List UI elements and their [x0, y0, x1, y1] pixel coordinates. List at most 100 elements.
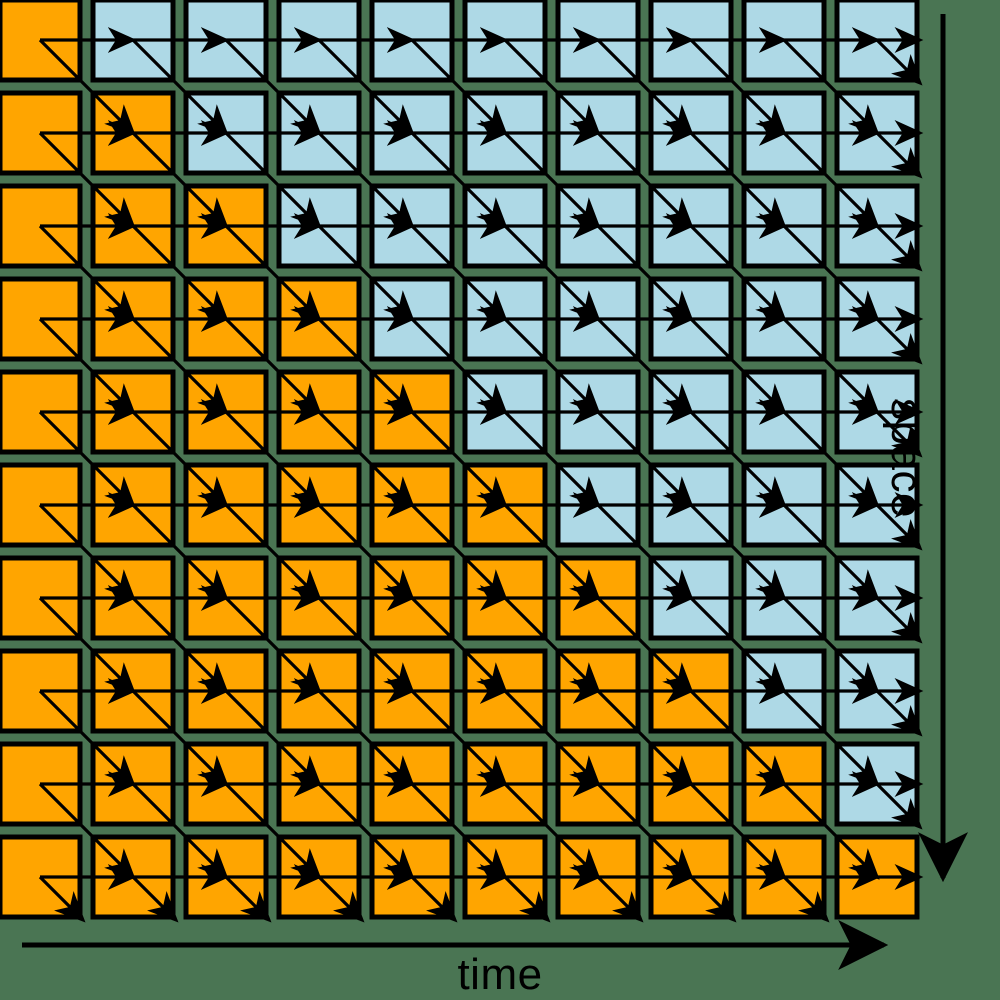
diagonal-transition-arrow-edge	[875, 410, 923, 458]
diagonal-transition-arrow	[503, 503, 601, 601]
diagonal-transition-arrow	[131, 689, 229, 787]
diagonal-transition-arrow	[410, 38, 508, 136]
diagonal-transition-arrow	[689, 596, 787, 694]
diagonal-transition-arrow	[689, 689, 787, 787]
diagonal-transition-arrow	[224, 131, 322, 229]
diagonal-transition-arrow	[782, 689, 880, 787]
diagonal-transition-arrow-edge	[875, 596, 923, 644]
diagonal-transition-arrow	[410, 131, 508, 229]
diagonal-transition-arrow	[503, 224, 601, 322]
edge-layer	[38, 27, 924, 923]
diagonal-transition-arrow	[503, 596, 601, 694]
diagonal-transition-arrow	[782, 503, 880, 601]
diagonal-transition-arrow	[503, 317, 601, 415]
diagonal-transition-arrow	[782, 38, 880, 136]
diagonal-transition-arrow	[317, 782, 415, 880]
diagonal-transition-arrow	[596, 224, 694, 322]
diagonal-transition-arrow	[317, 689, 415, 787]
diagonal-transition-arrow	[38, 689, 136, 787]
diagonal-transition-arrow	[38, 410, 136, 508]
diagonal-transition-arrow-edge	[875, 782, 923, 830]
diagonal-transition-arrow	[596, 503, 694, 601]
diagonal-transition-arrow	[410, 410, 508, 508]
diagonal-transition-arrow	[38, 503, 136, 601]
axis-layer	[22, 14, 968, 970]
diagonal-transition-arrow-edge	[503, 875, 551, 923]
diagonal-transition-arrow-edge	[875, 503, 923, 551]
diagonal-transition-arrow	[224, 596, 322, 694]
diagonal-transition-arrow	[317, 224, 415, 322]
diagonal-transition-arrow-edge	[875, 131, 923, 179]
diagonal-transition-arrow	[317, 503, 415, 601]
diagonal-transition-arrow	[131, 782, 229, 880]
diagonal-transition-arrow	[410, 596, 508, 694]
diagonal-transition-arrow	[224, 503, 322, 601]
diagonal-transition-arrow	[317, 596, 415, 694]
diagonal-transition-arrow	[131, 38, 229, 136]
diagonal-transition-arrow	[224, 782, 322, 880]
diagonal-transition-arrow	[689, 782, 787, 880]
diagonal-transition-arrow	[410, 503, 508, 601]
diagonal-transition-arrow	[224, 224, 322, 322]
diagonal-transition-arrow	[131, 596, 229, 694]
diagonal-transition-arrow	[503, 782, 601, 880]
diagonal-transition-arrow-edge	[596, 875, 644, 923]
diagonal-transition-arrow	[317, 38, 415, 136]
diagonal-transition-arrow	[503, 410, 601, 508]
diagonal-transition-arrow-edge	[782, 875, 830, 923]
space-axis-label: space	[882, 398, 931, 518]
diagonal-transition-arrow-edge	[131, 875, 179, 923]
diagonal-transition-arrow	[224, 38, 322, 136]
diagonal-transition-arrow	[503, 689, 601, 787]
diagonal-transition-arrow	[131, 317, 229, 415]
diagonal-transition-arrow	[38, 317, 136, 415]
diagonal-transition-arrow	[689, 224, 787, 322]
diagonal-transition-arrow	[131, 503, 229, 601]
diagonal-transition-arrow	[596, 38, 694, 136]
diagonal-transition-arrow	[782, 131, 880, 229]
diagonal-transition-arrow	[689, 317, 787, 415]
diagonal-transition-arrow	[596, 689, 694, 787]
diagonal-transition-arrow-edge	[317, 875, 365, 923]
diagonal-transition-arrow	[596, 131, 694, 229]
diagonal-transition-arrow	[38, 596, 136, 694]
diagonal-transition-arrow	[782, 224, 880, 322]
diagonal-transition-arrow	[317, 317, 415, 415]
diagonal-transition-arrow	[38, 224, 136, 322]
diagonal-transition-arrow	[782, 410, 880, 508]
diagonal-transition-arrow	[131, 224, 229, 322]
diagonal-transition-arrow	[38, 38, 136, 136]
diagonal-transition-arrow	[38, 131, 136, 229]
diagonal-transition-arrow	[782, 782, 880, 880]
diagonal-transition-arrow	[224, 317, 322, 415]
diagonal-transition-arrow-edge	[875, 317, 923, 365]
diagonal-transition-arrow	[410, 224, 508, 322]
diagonal-transition-arrow-edge	[689, 875, 737, 923]
diagonal-transition-arrow	[689, 503, 787, 601]
diagonal-transition-arrow	[224, 410, 322, 508]
diagonal-transition-arrow	[782, 596, 880, 694]
diagonal-transition-arrow	[689, 131, 787, 229]
diagonal-transition-arrow	[38, 782, 136, 880]
diagonal-transition-arrow-edge	[875, 224, 923, 272]
diagonal-transition-arrow-edge	[410, 875, 458, 923]
diagonal-transition-arrow	[224, 689, 322, 787]
diagonal-transition-arrow	[317, 410, 415, 508]
diagonal-transition-arrow	[782, 317, 880, 415]
diagonal-transition-arrow	[596, 596, 694, 694]
diagonal-transition-arrow	[410, 689, 508, 787]
time-axis-label: time	[457, 950, 543, 999]
diagonal-transition-arrow	[410, 317, 508, 415]
diagonal-transition-arrow	[503, 38, 601, 136]
diagonal-transition-arrow	[689, 410, 787, 508]
diagonal-transition-arrow	[596, 410, 694, 508]
diagonal-transition-arrow-edge	[875, 689, 923, 737]
diagonal-transition-arrow	[410, 782, 508, 880]
diagonal-transition-arrow-edge	[875, 38, 923, 86]
diagonal-transition-arrow	[131, 131, 229, 229]
diagonal-transition-arrow-edge	[224, 875, 272, 923]
diagonal-transition-arrow	[317, 131, 415, 229]
diagonal-transition-arrow	[596, 317, 694, 415]
